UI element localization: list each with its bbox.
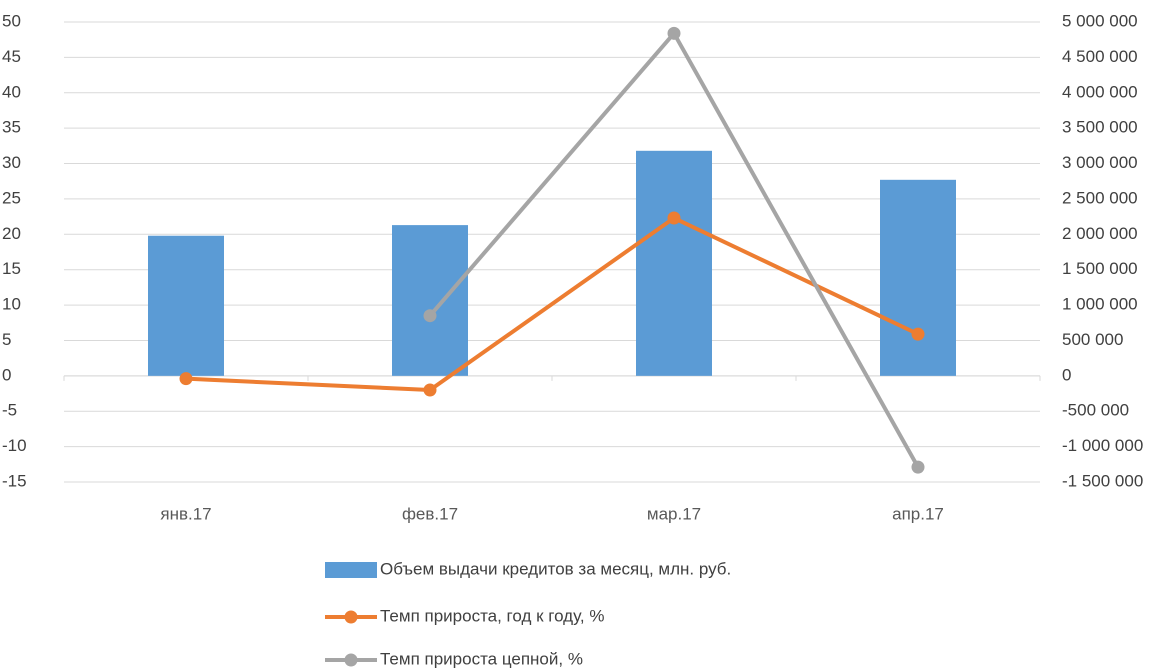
y2-tick-label: -1 500 000	[1062, 471, 1143, 490]
y2-tick-label: 4 500 000	[1062, 47, 1138, 66]
bar	[636, 150, 712, 376]
bar	[880, 179, 956, 376]
marker	[423, 309, 437, 323]
marker	[911, 327, 925, 341]
x-tick-label: апр.17	[892, 504, 944, 523]
y-tick-label: 40	[2, 82, 21, 101]
y2-tick-label: 2 500 000	[1062, 188, 1138, 207]
x-tick-label: фев.17	[402, 504, 458, 523]
y-tick-label: 10	[2, 295, 21, 314]
legend-swatch	[344, 610, 358, 624]
x-tick-label: мар.17	[647, 504, 701, 523]
y2-tick-label: 0	[1062, 365, 1071, 384]
y2-tick-label: -500 000	[1062, 401, 1129, 420]
y2-tick-label: 500 000	[1062, 330, 1123, 349]
y2-tick-label: 4 000 000	[1062, 82, 1138, 101]
x-tick-label: янв.17	[160, 504, 211, 523]
y2-tick-label: 1 500 000	[1062, 259, 1138, 278]
y2-tick-label: -1 000 000	[1062, 436, 1143, 455]
legend-label: Темп прироста цепной, %	[380, 649, 583, 668]
y-tick-label: 35	[2, 118, 21, 137]
y2-tick-label: 5 000 000	[1062, 11, 1138, 30]
y2-tick-label: 1 000 000	[1062, 295, 1138, 314]
y2-tick-label: 3 500 000	[1062, 118, 1138, 137]
legend-label: Темп прироста, год к году, %	[380, 606, 604, 625]
marker	[423, 383, 437, 397]
y-tick-label: -15	[2, 471, 27, 490]
y-tick-label: -10	[2, 436, 27, 455]
y-tick-label: 0	[2, 365, 11, 384]
y-tick-label: 20	[2, 224, 21, 243]
y2-tick-label: 3 000 000	[1062, 153, 1138, 172]
y-tick-label: 15	[2, 259, 21, 278]
marker	[667, 211, 681, 225]
bar	[148, 235, 224, 376]
y2-tick-label: 2 000 000	[1062, 224, 1138, 243]
legend-label: Объем выдачи кредитов за месяц, млн. руб…	[380, 559, 731, 578]
y-tick-label: 30	[2, 153, 21, 172]
y-tick-label: 50	[2, 11, 21, 30]
marker	[179, 372, 193, 386]
marker	[667, 26, 681, 40]
line	[185, 216, 919, 392]
y-tick-label: 25	[2, 188, 21, 207]
y-tick-label: 45	[2, 47, 21, 66]
marker	[911, 460, 925, 474]
legend-swatch	[344, 653, 358, 667]
y-tick-label: -5	[2, 401, 17, 420]
legend-swatch	[325, 562, 377, 578]
bar	[392, 225, 468, 376]
y-tick-label: 5	[2, 330, 11, 349]
